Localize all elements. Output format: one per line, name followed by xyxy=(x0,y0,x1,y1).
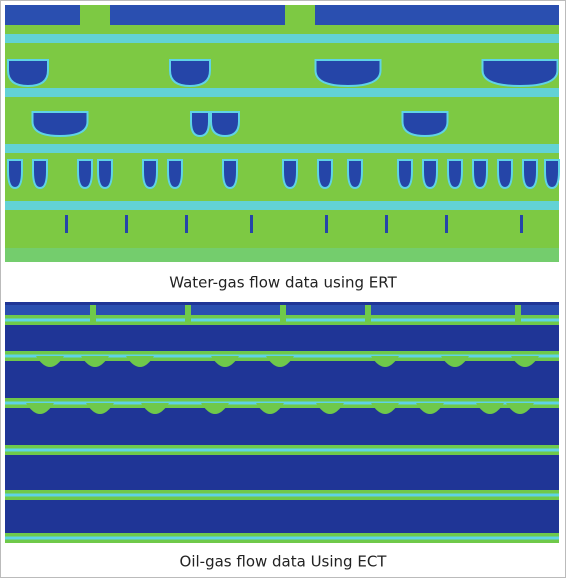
band xyxy=(5,144,559,153)
blob xyxy=(398,160,412,188)
blob xyxy=(78,160,92,188)
ert-image xyxy=(5,5,559,262)
flow-core xyxy=(5,494,559,497)
tick xyxy=(520,215,523,233)
band xyxy=(5,248,559,262)
gap xyxy=(80,5,110,27)
flow-core xyxy=(5,449,559,452)
blob xyxy=(170,60,210,86)
blob xyxy=(523,160,537,188)
band xyxy=(5,34,559,43)
tick xyxy=(185,215,188,233)
blob xyxy=(8,60,48,86)
tick xyxy=(250,215,253,233)
blob xyxy=(448,160,462,188)
tick xyxy=(325,215,328,233)
blob xyxy=(33,160,47,188)
blob xyxy=(423,160,437,188)
flow-core xyxy=(5,537,559,540)
blob xyxy=(348,160,362,188)
tick xyxy=(65,215,68,233)
blob xyxy=(211,112,239,136)
blob xyxy=(98,160,112,188)
tick xyxy=(385,215,388,233)
step xyxy=(90,305,96,325)
blob xyxy=(473,160,487,188)
page: Water-gas flow data using ERT Oil-gas fl… xyxy=(0,0,566,578)
blob xyxy=(168,160,182,188)
band xyxy=(5,88,559,97)
tick xyxy=(125,215,128,233)
blob xyxy=(498,160,512,188)
step xyxy=(280,305,286,325)
blob xyxy=(318,160,332,188)
ect-background xyxy=(5,302,559,542)
step xyxy=(515,305,521,325)
ert-background xyxy=(5,5,559,262)
blob xyxy=(223,160,237,188)
blob xyxy=(33,112,88,136)
blob xyxy=(483,60,558,86)
caption: Water-gas flow data using ERT xyxy=(169,274,397,292)
gap xyxy=(285,5,315,27)
caption: Oil-gas flow data Using ECT xyxy=(180,553,388,571)
blob xyxy=(545,160,559,188)
band xyxy=(5,201,559,210)
blob xyxy=(316,60,381,86)
blob xyxy=(191,112,209,136)
blob xyxy=(8,160,22,188)
blob xyxy=(403,112,448,136)
blob xyxy=(283,160,297,188)
step xyxy=(185,305,191,325)
ect-image xyxy=(5,302,559,543)
figure: Water-gas flow data using ERT Oil-gas fl… xyxy=(0,0,566,578)
blob xyxy=(143,160,157,188)
step xyxy=(365,305,371,325)
tick xyxy=(445,215,448,233)
